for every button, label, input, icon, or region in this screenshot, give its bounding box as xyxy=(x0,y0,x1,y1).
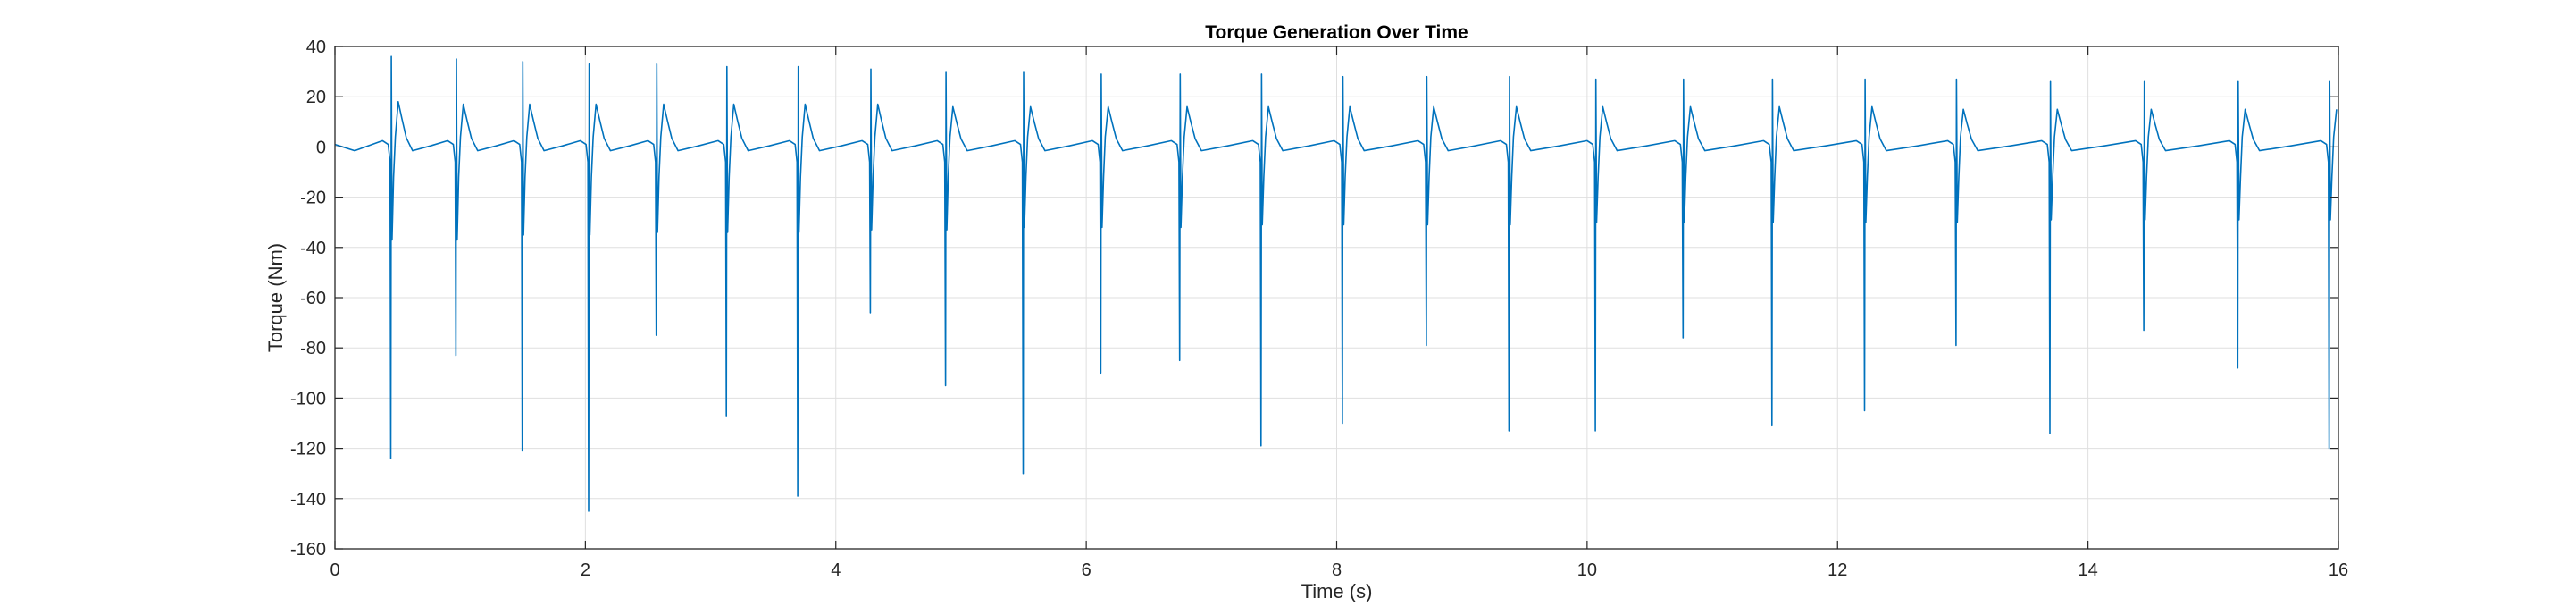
series-group xyxy=(334,55,2338,512)
x-tick-label: 4 xyxy=(831,560,841,580)
x-tick-label: 14 xyxy=(2078,560,2098,580)
y-tick-label: -120 xyxy=(290,440,326,459)
y-tick-label: 20 xyxy=(306,88,326,107)
x-tick-label: 2 xyxy=(581,560,590,580)
x-tick-label: 12 xyxy=(1827,560,1847,580)
tick-marks xyxy=(334,46,2339,550)
y-tick-label: -140 xyxy=(290,490,326,510)
grid-lines xyxy=(335,46,2338,549)
y-tick-label: -40 xyxy=(300,239,326,258)
chart-title: Torque Generation Over Time xyxy=(1205,22,1468,43)
y-tick-labels: 40 20 0 -20 -40 -60 -80 -100 -120 -140 -160 xyxy=(290,38,326,560)
y-tick-label: -60 xyxy=(300,289,326,308)
torque-series-line xyxy=(334,55,2338,512)
x-tick-label: 8 xyxy=(1332,560,1342,580)
y-axis-label: Torque (Nm) xyxy=(264,243,287,352)
y-tick-label: -20 xyxy=(300,189,326,208)
x-tick-label: 10 xyxy=(1577,560,1597,580)
y-tick-label: 0 xyxy=(316,138,326,157)
x-tick-label: 0 xyxy=(330,560,339,580)
x-tick-label: 6 xyxy=(1082,560,1091,580)
x-tick-labels: 0 2 4 6 8 10 12 14 16 xyxy=(330,560,2348,580)
y-tick-label: -100 xyxy=(290,389,326,409)
y-tick-label: -160 xyxy=(290,540,326,560)
y-tick-label: 40 xyxy=(306,38,326,57)
x-axis-label: Time (s) xyxy=(1301,580,1373,602)
y-tick-label: -80 xyxy=(300,339,326,358)
x-tick-label: 16 xyxy=(2329,560,2348,580)
